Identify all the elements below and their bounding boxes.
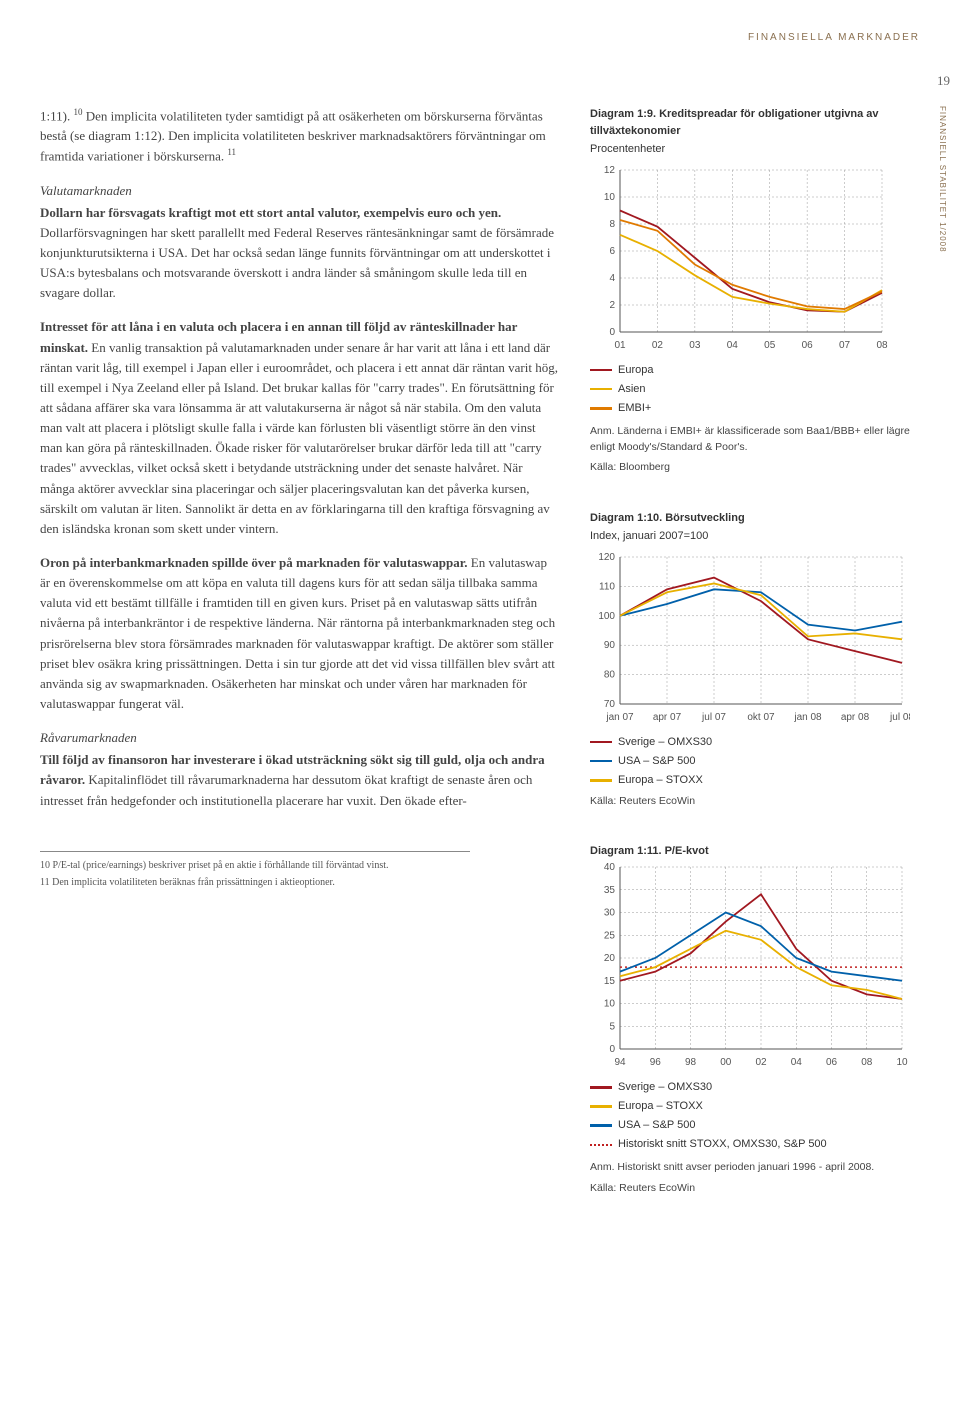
- svg-text:20: 20: [604, 953, 616, 964]
- svg-text:jan 07: jan 07: [605, 712, 634, 723]
- svg-text:04: 04: [791, 1057, 803, 1068]
- subheading-valuta: Valutamarknaden: [40, 181, 560, 201]
- svg-text:80: 80: [604, 669, 616, 680]
- svg-text:4: 4: [609, 273, 615, 284]
- svg-text:12: 12: [604, 165, 616, 176]
- svg-text:110: 110: [599, 581, 615, 592]
- chart-note: Anm. Historiskt snitt avser perioden jan…: [590, 1159, 920, 1175]
- chart-1-11-svg: 0 5 10 15 20 25 30 35 40 94 96 98 00 02 04 06 08 10: [590, 861, 910, 1071]
- svg-text:jul 07: jul 07: [701, 712, 726, 723]
- svg-text:jul 08: jul 08: [889, 712, 910, 723]
- paragraph-4: Oron på interbankmarknaden spillde över …: [40, 553, 560, 714]
- svg-text:6: 6: [609, 246, 615, 257]
- footnote-10: 10 P/E-tal (price/earnings) beskriver pr…: [40, 858, 470, 874]
- svg-text:08: 08: [861, 1057, 873, 1068]
- chart-1-11: Diagram 1:11. P/E-kvot 0 5 10 15 20 25 30 35 40 9…: [590, 843, 920, 1196]
- chart-1-9: Diagram 1:9. Kreditspreadar för obligati…: [590, 106, 920, 476]
- svg-text:10: 10: [604, 192, 616, 203]
- section-header: FINANSIELLA MARKNADER: [40, 30, 920, 46]
- chart-source: Källa: Reuters EcoWin: [590, 793, 920, 809]
- svg-text:98: 98: [685, 1057, 697, 1068]
- svg-text:25: 25: [604, 930, 616, 941]
- svg-text:03: 03: [689, 340, 701, 351]
- svg-text:94: 94: [614, 1057, 626, 1068]
- svg-text:00: 00: [720, 1057, 732, 1068]
- paragraph-2: Dollarn har försvagats kraftigt mot ett …: [40, 203, 560, 304]
- svg-text:90: 90: [604, 640, 616, 651]
- svg-text:06: 06: [802, 340, 814, 351]
- footnote-11: 11 Den implicita volatiliteten beräknas …: [40, 875, 470, 891]
- svg-text:08: 08: [876, 340, 888, 351]
- svg-text:06: 06: [826, 1057, 838, 1068]
- chart-title: Diagram 1:11. P/E-kvot: [590, 843, 920, 860]
- svg-text:100: 100: [598, 610, 615, 621]
- chart-subtitle: Index, januari 2007=100: [590, 528, 920, 545]
- svg-text:40: 40: [604, 862, 616, 873]
- chart-1-10-legend: Sverige – OMXS30USA – S&P 500Europa – ST…: [590, 734, 920, 789]
- svg-text:02: 02: [652, 340, 664, 351]
- chart-source: Källa: Reuters EcoWin: [590, 1180, 920, 1196]
- chart-source: Källa: Bloomberg: [590, 459, 920, 475]
- chart-title: Diagram 1:9. Kreditspreadar för obligati…: [590, 106, 920, 140]
- chart-1-11-legend: Sverige – OMXS30Europa – STOXXUSA – S&P …: [590, 1079, 920, 1153]
- body-text-column: 1:11). 10 Den implicita volatiliteten ty…: [40, 106, 560, 1230]
- chart-title: Diagram 1:10. Börsutveckling: [590, 510, 920, 527]
- svg-text:apr 08: apr 08: [841, 712, 870, 723]
- svg-text:96: 96: [650, 1057, 662, 1068]
- svg-text:apr 07: apr 07: [653, 712, 682, 723]
- chart-1-10: Diagram 1:10. Börsutveckling Index, janu…: [590, 510, 920, 810]
- chart-1-9-legend: EuropaAsienEMBI+: [590, 362, 920, 417]
- svg-text:10: 10: [604, 999, 616, 1010]
- svg-text:01: 01: [614, 340, 626, 351]
- svg-text:2: 2: [609, 300, 615, 311]
- paragraph-1: 1:11). 10 Den implicita volatiliteten ty…: [40, 106, 560, 167]
- svg-text:70: 70: [604, 699, 616, 710]
- svg-text:0: 0: [609, 1044, 615, 1055]
- sidebar-label: FINANSIELL STABILITET 1/2008: [936, 106, 948, 253]
- svg-text:15: 15: [604, 976, 616, 987]
- svg-text:35: 35: [604, 885, 616, 896]
- svg-text:10: 10: [896, 1057, 908, 1068]
- svg-text:04: 04: [727, 340, 739, 351]
- paragraph-5: Till följd av finansoron har investerare…: [40, 750, 560, 810]
- svg-text:05: 05: [764, 340, 776, 351]
- svg-text:5: 5: [609, 1021, 615, 1032]
- svg-text:jan 08: jan 08: [793, 712, 822, 723]
- svg-text:120: 120: [598, 552, 615, 563]
- svg-text:07: 07: [839, 340, 851, 351]
- svg-text:8: 8: [609, 219, 615, 230]
- subheading-ravaru: Råvarumarknaden: [40, 728, 560, 748]
- chart-1-10-svg: 70 80 90 100 110 120 jan 07 apr 07 jul 07 okt 07 j…: [590, 551, 910, 726]
- svg-text:okt 07: okt 07: [747, 712, 775, 723]
- footnotes: 10 P/E-tal (price/earnings) beskriver pr…: [40, 851, 470, 891]
- paragraph-3: Intresset för att låna i en valuta och p…: [40, 317, 560, 539]
- svg-text:02: 02: [755, 1057, 767, 1068]
- chart-1-9-svg: 0246810120102030405060708: [590, 164, 890, 354]
- chart-note: Anm. Länderna i EMBI+ är klassificerade …: [590, 423, 920, 456]
- figure-column: 19 FINANSIELL STABILITET 1/2008 Diagram …: [590, 106, 920, 1230]
- svg-text:0: 0: [609, 327, 615, 338]
- svg-text:30: 30: [604, 908, 616, 919]
- chart-subtitle: Procentenheter: [590, 141, 920, 158]
- page-number: 19: [937, 71, 950, 91]
